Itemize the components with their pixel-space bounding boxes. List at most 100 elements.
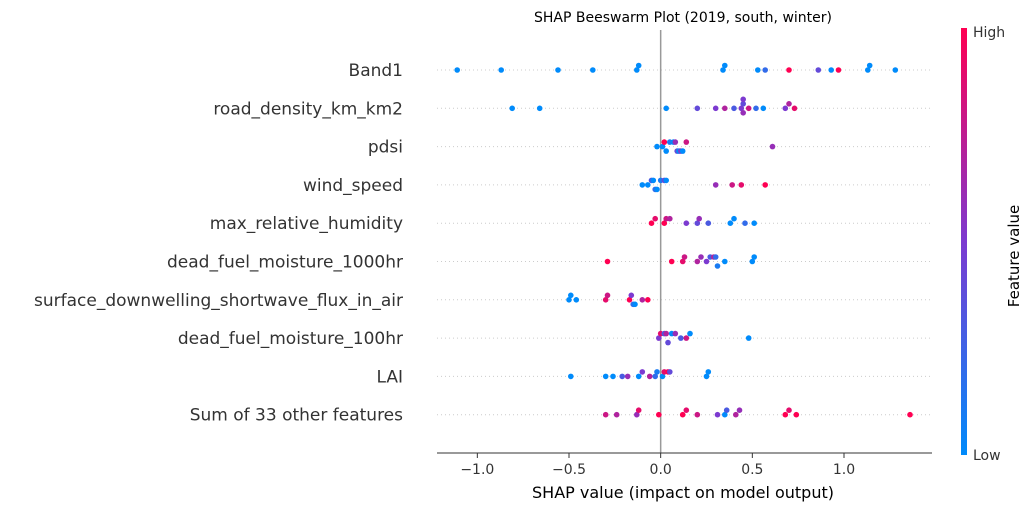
feature-label: Sum of 33 other features — [190, 406, 403, 426]
shap-point — [639, 297, 646, 303]
shap-point — [751, 254, 757, 260]
shap-point — [723, 407, 730, 414]
shap-point — [648, 220, 655, 226]
shap-point — [683, 335, 690, 341]
shap-point — [762, 182, 768, 188]
shap-point — [698, 254, 704, 260]
shap-point — [635, 407, 642, 414]
shap-point — [650, 177, 657, 184]
shap-point — [628, 292, 635, 299]
chart-title: SHAP Beeswarm Plot (2019, south, winter) — [534, 10, 832, 26]
shap-point — [624, 373, 631, 380]
shap-point — [791, 105, 798, 112]
shap-point — [667, 215, 673, 222]
shap-point — [712, 105, 719, 112]
shap-point — [613, 411, 620, 418]
shap-point — [659, 373, 666, 380]
shap-point — [753, 105, 759, 112]
shap-point — [619, 373, 625, 380]
shap-point — [604, 292, 611, 299]
feature-label: surface_downwelling_shortwave_flux_in_ai… — [34, 291, 403, 311]
shap-point — [703, 373, 710, 380]
shap-point — [740, 96, 746, 103]
shap-point — [722, 411, 728, 418]
shap-point — [656, 335, 662, 341]
shap-point — [733, 411, 739, 418]
shap-point — [652, 215, 658, 222]
shap-point — [751, 220, 757, 226]
colorbar-title: Feature value — [1005, 205, 1023, 307]
shap-point — [610, 373, 616, 380]
feature-label: dead_fuel_moisture_1000hr — [167, 253, 403, 273]
shap-point — [786, 67, 792, 73]
shap-point — [568, 373, 574, 380]
shap-point — [745, 335, 752, 341]
shap-point — [782, 105, 789, 112]
shap-point — [742, 220, 748, 226]
shap-point — [602, 373, 609, 380]
shap-point — [729, 182, 735, 188]
shap-point — [749, 258, 756, 265]
shap-point — [661, 139, 668, 145]
feature-label: wind_speed — [303, 176, 403, 196]
shap-point — [694, 220, 701, 226]
shap-point — [635, 373, 642, 380]
feature-label: pdsi — [368, 138, 403, 158]
shap-point — [590, 67, 596, 73]
shap-point — [782, 411, 789, 418]
shap-point — [712, 182, 719, 188]
shap-point — [865, 67, 871, 73]
feature-label: dead_fuel_moisture_100hr — [178, 329, 403, 349]
colorbar-high-label: High — [973, 25, 1005, 41]
shap-point — [694, 411, 701, 418]
shap-point — [694, 105, 701, 112]
shap-point — [705, 220, 712, 226]
shap-point — [536, 105, 543, 112]
shap-point — [635, 62, 642, 69]
shap-point — [731, 215, 737, 222]
shap-point — [762, 67, 768, 73]
shap-point — [654, 143, 660, 150]
shap-point — [672, 139, 679, 145]
shap-point — [634, 67, 640, 73]
shap-point — [727, 220, 734, 226]
shap-point — [663, 148, 669, 154]
shap-point — [665, 339, 671, 346]
shap-point — [722, 62, 728, 69]
shap-point — [738, 182, 745, 188]
shap-point — [509, 105, 515, 112]
shap-point — [626, 297, 633, 303]
shap-point — [835, 67, 842, 73]
shap-point — [687, 330, 693, 337]
colorbar-gradient — [961, 28, 967, 455]
shap-point — [786, 101, 792, 107]
shap-point — [745, 105, 752, 112]
shap-point — [667, 369, 673, 375]
shap-point — [672, 330, 679, 337]
shap-point — [568, 292, 574, 299]
x-axis-label: SHAP value (impact on model output) — [532, 483, 834, 502]
shap-point — [632, 301, 638, 308]
shap-point — [654, 369, 660, 375]
shap-point — [703, 258, 710, 265]
shap-point — [815, 67, 822, 73]
shap-point — [736, 407, 743, 414]
shap-point — [866, 62, 873, 69]
shap-point — [786, 407, 792, 414]
x-tick-label: 1.0 — [833, 462, 855, 478]
x-tick-label: −1.0 — [460, 462, 494, 478]
shap-point — [555, 67, 561, 73]
shap-point — [892, 67, 899, 73]
shap-point — [740, 101, 746, 107]
shap-point — [668, 258, 675, 265]
shap-point — [602, 297, 609, 303]
colorbar-low-label: Low — [973, 448, 1001, 464]
shap-point — [740, 110, 746, 116]
shap-point — [604, 258, 611, 265]
shap-point — [907, 411, 913, 418]
shap-point — [714, 263, 721, 269]
shap-point — [722, 105, 728, 112]
shap-point — [705, 369, 712, 375]
shap-point — [498, 67, 505, 73]
